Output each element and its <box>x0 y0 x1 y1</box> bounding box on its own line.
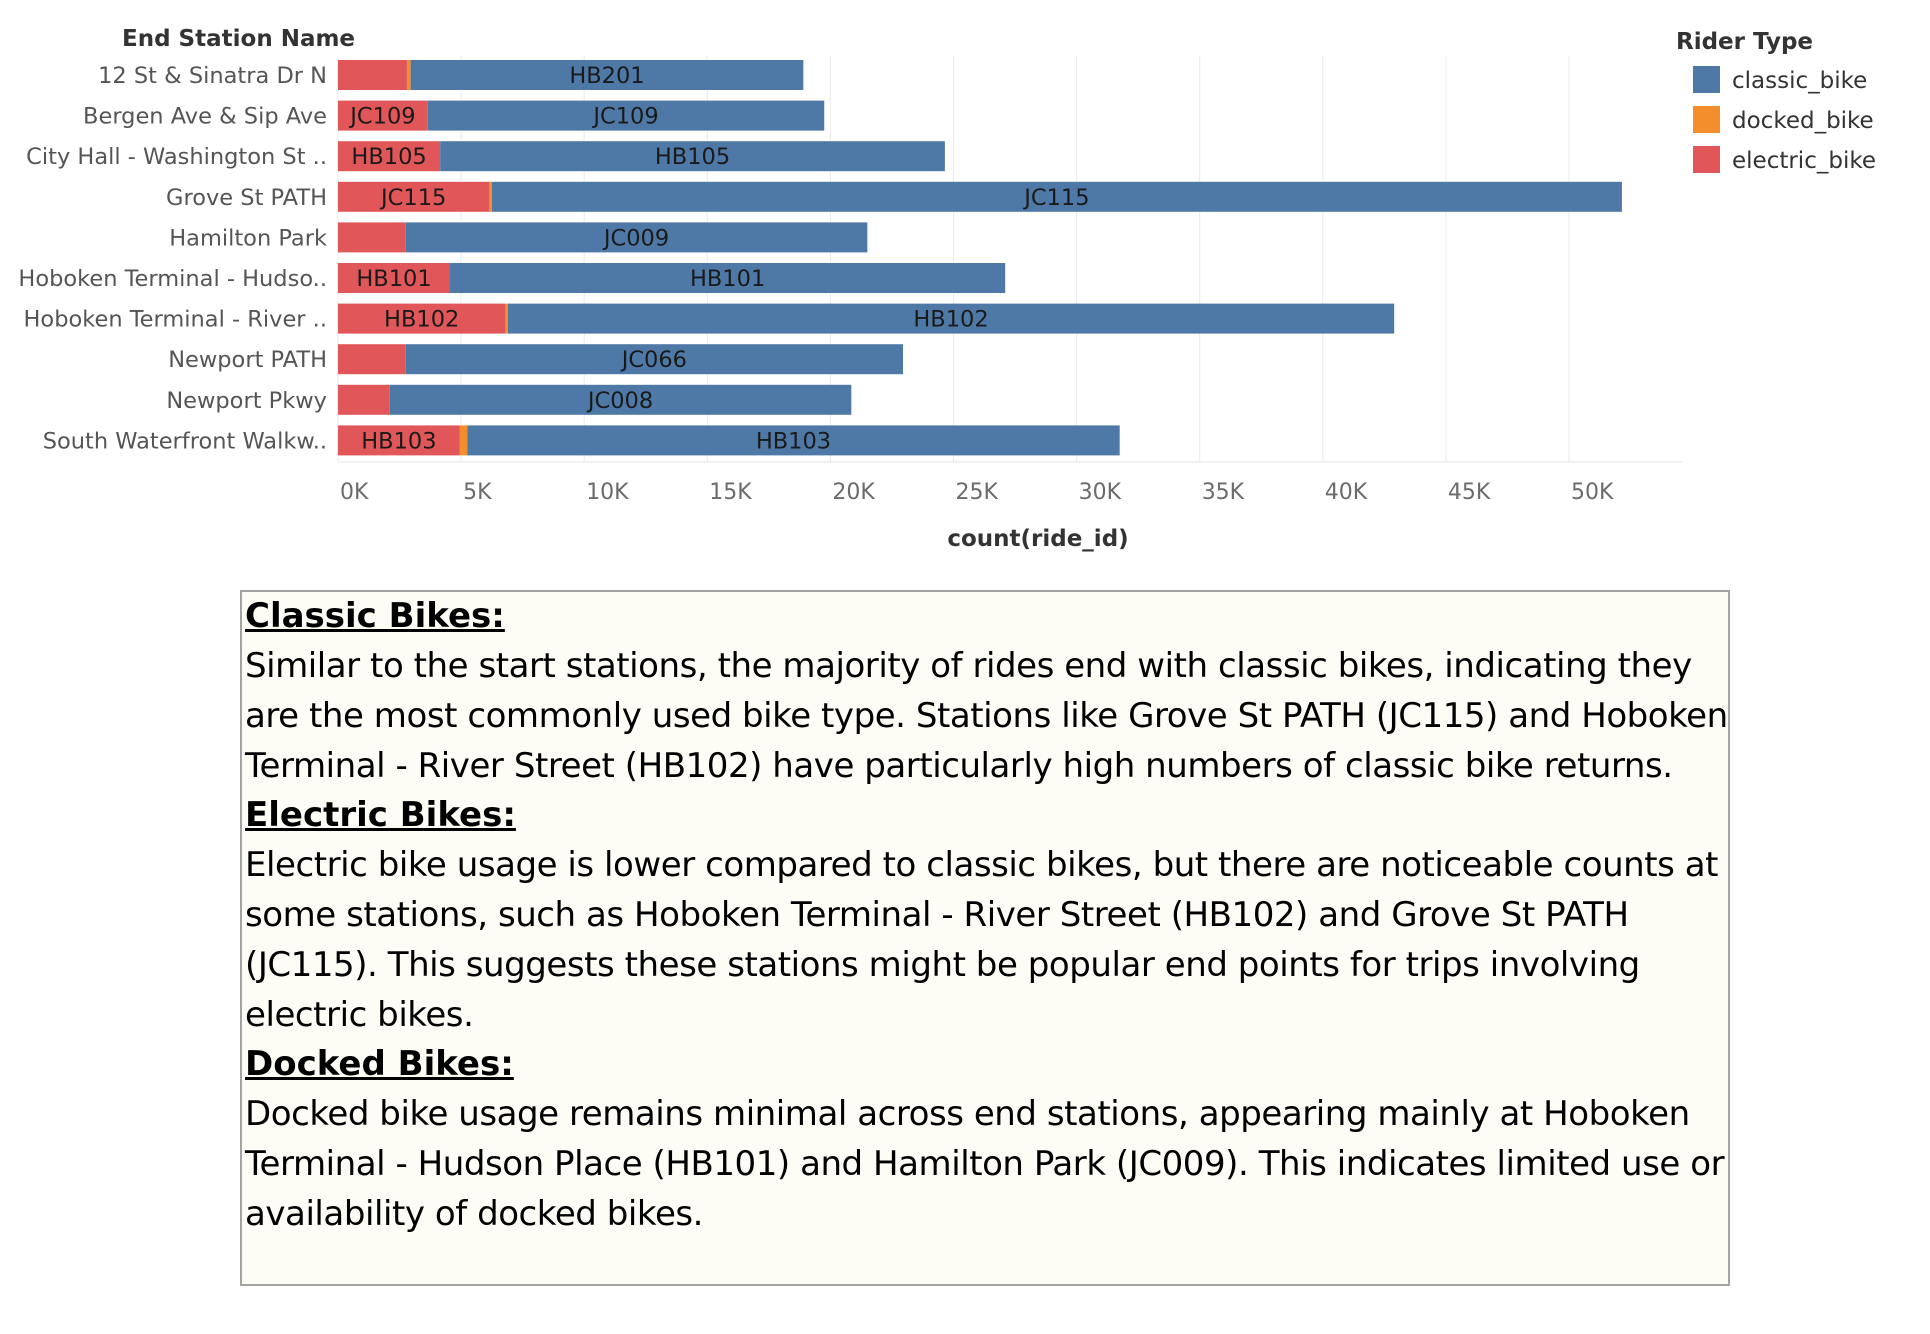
bar-label: JC109 <box>591 104 658 130</box>
bar-classic <box>405 344 904 375</box>
bar-classic <box>440 141 945 172</box>
legend-swatch-electric <box>1693 146 1720 173</box>
legend-swatch-classic <box>1693 66 1720 93</box>
legend-label-electric: electric_bike <box>1732 148 1876 174</box>
bar-label: HB105 <box>655 144 730 170</box>
bar-classic <box>467 425 1120 456</box>
row-labels: 12 St & Sinatra Dr N Bergen Ave & Sip Ave… <box>18 63 327 454</box>
classic-bikes-text: Similar to the start stations, the major… <box>245 646 1728 786</box>
bar-electric <box>338 263 451 293</box>
x-axis-title: count(ride_id) <box>947 526 1128 552</box>
stacked-bar-chart: HB201 JC109 JC109 HB105 HB105 JC115 JC115 JC009… <box>18 26 1876 552</box>
bar-classic <box>450 263 1006 293</box>
x-tick-labels: 0K 5K 10K 15K 20K 25K 30K 35K 40K 45K 50K <box>340 480 1614 505</box>
row-label: City Hall - Washington St .. <box>26 144 327 170</box>
x-tick-label: 45K <box>1448 480 1491 505</box>
row-label: 12 St & Sinatra Dr N <box>98 63 327 89</box>
x-tick-label: 15K <box>709 480 752 505</box>
bar-electric <box>338 100 428 131</box>
x-tick-label: 30K <box>1079 480 1122 505</box>
legend: Rider Type classic_bike docked_bikeelectr… <box>1676 29 1876 174</box>
bar-classic <box>491 181 1622 212</box>
bar-label: JC009 <box>602 225 669 251</box>
bar-label: JC115 <box>1022 185 1089 211</box>
bar-label: JC066 <box>620 347 687 373</box>
bar-electric <box>338 303 506 334</box>
legend-title: Rider Type <box>1676 29 1813 55</box>
bar-label: HB103 <box>756 428 831 454</box>
row-label: Hamilton Park <box>169 225 327 251</box>
x-tick-label: 50K <box>1571 480 1614 505</box>
x-tick-label: 10K <box>586 480 629 505</box>
row-label: Hoboken Terminal - Hudso.. <box>18 266 327 292</box>
legend-label-classic: classic_bike <box>1732 68 1867 94</box>
row-header: End Station Name <box>122 26 355 52</box>
bar-docked <box>459 425 468 456</box>
bar-electric <box>338 181 490 212</box>
x-tick-label: 0K <box>340 480 369 505</box>
row-label: South Waterfront Walkw.. <box>43 428 327 454</box>
bar-label: HB105 <box>351 144 426 170</box>
bar-label: HB101 <box>690 266 765 292</box>
notes-panel: Classic Bikes: Similar to the start stat… <box>240 590 1730 1286</box>
bar-classic <box>389 384 852 415</box>
row-label: Newport PATH <box>168 347 327 373</box>
docked-bikes-text: Docked bike usage remains minimal across… <box>245 1094 1725 1234</box>
bar-classic <box>405 222 868 253</box>
bar-label: HB101 <box>356 266 431 292</box>
x-tick-label: 35K <box>1202 480 1245 505</box>
row-label: Grove St PATH <box>166 185 327 211</box>
x-tick-label: 20K <box>832 480 875 505</box>
bar-classic <box>507 303 1395 334</box>
bar-classic <box>427 100 825 131</box>
row-label: Bergen Ave & Sip Ave <box>83 104 327 130</box>
bar-docked <box>406 60 411 90</box>
bar-label: HB102 <box>384 307 459 333</box>
bar-electric <box>338 344 406 375</box>
x-tick-label: 40K <box>1325 480 1368 505</box>
bar-docked <box>489 181 492 212</box>
row-label: Newport Pkwy <box>166 388 327 414</box>
electric-bikes-text: Electric bike usage is lower compared to… <box>245 845 1719 1035</box>
bar-electric <box>338 141 441 172</box>
docked-bikes-heading: Docked Bikes: <box>245 1044 514 1084</box>
x-tick-label: 5K <box>463 480 492 505</box>
bar-electric <box>338 384 390 415</box>
bar-label: JC109 <box>348 104 415 130</box>
x-tick-label: 25K <box>956 480 999 505</box>
bar-electric <box>338 60 407 90</box>
legend-label-docked: docked_bike <box>1732 108 1874 134</box>
legend-swatch-docked <box>1693 106 1720 133</box>
classic-bikes-heading: Classic Bikes: <box>245 596 505 636</box>
bar-label: HB103 <box>361 428 436 454</box>
bar-electric <box>338 222 406 253</box>
bar-electric <box>338 425 460 456</box>
bar-classic <box>410 60 804 90</box>
bar-label: JC008 <box>586 388 653 414</box>
bar-label: JC115 <box>379 185 446 211</box>
bars <box>338 60 1622 456</box>
bar-label: HB102 <box>913 307 988 333</box>
row-label: Hoboken Terminal - River .. <box>24 307 327 333</box>
bar-docked <box>505 303 508 334</box>
bar-label: HB201 <box>569 63 644 89</box>
bar-labels: HB201 JC109 JC109 HB105 HB105 JC115 JC115 JC009… <box>348 63 1089 454</box>
electric-bikes-heading: Electric Bikes: <box>245 795 516 835</box>
